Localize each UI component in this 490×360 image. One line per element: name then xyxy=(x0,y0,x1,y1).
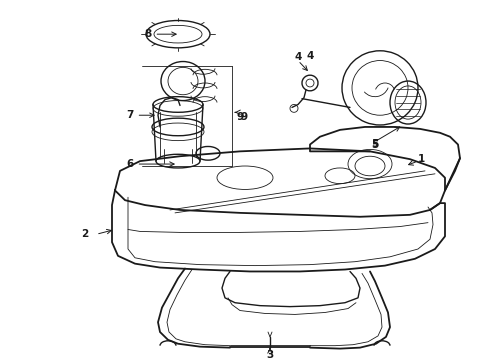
Text: 7: 7 xyxy=(126,110,154,120)
Text: 1: 1 xyxy=(418,154,425,164)
Text: 8: 8 xyxy=(145,29,176,39)
Text: 5: 5 xyxy=(371,139,379,149)
Text: 9: 9 xyxy=(240,112,247,122)
Text: 4: 4 xyxy=(306,51,314,61)
Text: 6: 6 xyxy=(126,159,174,169)
Text: 4: 4 xyxy=(294,51,302,62)
Text: 9: 9 xyxy=(237,112,244,122)
Text: 2: 2 xyxy=(81,229,88,239)
Text: 3: 3 xyxy=(267,350,273,360)
Text: 5: 5 xyxy=(371,140,379,150)
